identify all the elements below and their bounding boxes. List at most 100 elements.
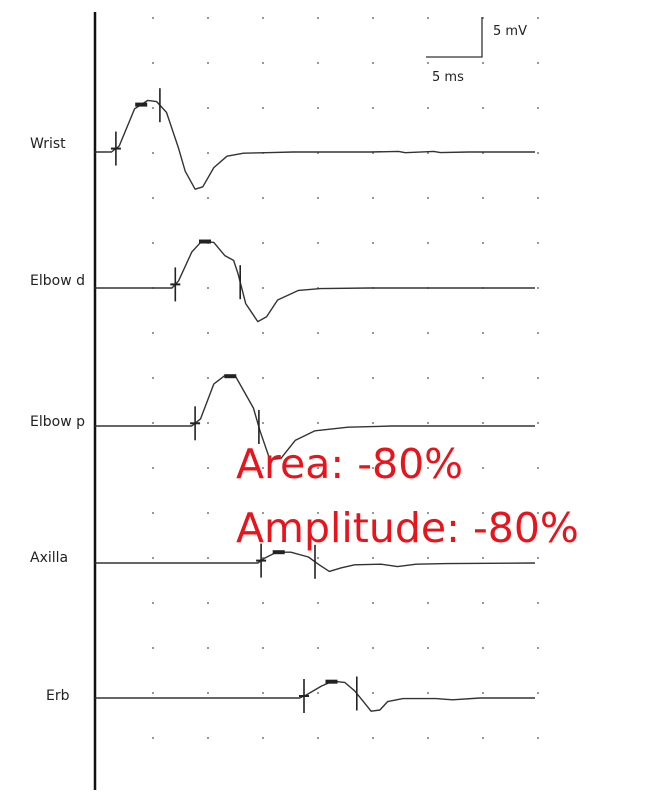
- grid-dot: [482, 557, 484, 559]
- grid-dot: [317, 377, 319, 379]
- grid-dot: [317, 197, 319, 199]
- grid-dot: [372, 557, 374, 559]
- grid-dot: [207, 377, 209, 379]
- grid-dot: [372, 422, 374, 424]
- grid-dot: [152, 557, 154, 559]
- grid-dot: [427, 62, 429, 64]
- grid-dot: [482, 107, 484, 109]
- grid-dot: [152, 422, 154, 424]
- grid-dot: [372, 467, 374, 469]
- grid-dot: [482, 737, 484, 739]
- grid-dot: [482, 467, 484, 469]
- grid-dot: [317, 737, 319, 739]
- trace-label-wrist: Wrist: [30, 136, 66, 152]
- grid-dot: [207, 737, 209, 739]
- grid-dot: [317, 242, 319, 244]
- grid-dot: [207, 17, 209, 19]
- grid-dot: [372, 17, 374, 19]
- grid-dot: [427, 17, 429, 19]
- grid-dot: [152, 197, 154, 199]
- grid-dot: [482, 197, 484, 199]
- trace-erb: [95, 680, 535, 712]
- grid-dot: [207, 332, 209, 334]
- grid-dot: [372, 62, 374, 64]
- grid-dot: [207, 467, 209, 469]
- grid-dot: [152, 332, 154, 334]
- grid-dot: [537, 422, 539, 424]
- grid-dot: [207, 692, 209, 694]
- grid-dot: [482, 377, 484, 379]
- grid-dot: [207, 197, 209, 199]
- grid-dot: [317, 107, 319, 109]
- trace-label-axilla: Axilla: [30, 550, 69, 566]
- grid-dot: [427, 467, 429, 469]
- grid-dot: [537, 17, 539, 19]
- grid-dot: [427, 512, 429, 514]
- grid-dot: [317, 467, 319, 469]
- grid-dot: [372, 602, 374, 604]
- grid-dot: [262, 287, 264, 289]
- trace-label-elbow-d: Elbow d: [30, 273, 85, 289]
- grid-dot: [537, 107, 539, 109]
- grid-dot: [537, 62, 539, 64]
- grid-dot: [152, 242, 154, 244]
- grid-dot: [482, 512, 484, 514]
- grid-dot: [207, 512, 209, 514]
- grid-dot: [207, 152, 209, 154]
- grid-dot: [317, 422, 319, 424]
- grid-dot: [482, 602, 484, 604]
- grid-dot: [427, 647, 429, 649]
- trace-wrist: [95, 99, 535, 190]
- grid-dot: [372, 737, 374, 739]
- grid-dot: [372, 647, 374, 649]
- grid-dot: [262, 692, 264, 694]
- grid-dot: [207, 107, 209, 109]
- grid-dot: [152, 512, 154, 514]
- grid-dot: [152, 62, 154, 64]
- grid-dot: [427, 332, 429, 334]
- grid-dot: [537, 692, 539, 694]
- grid-dot: [537, 647, 539, 649]
- grid-dot: [427, 737, 429, 739]
- grid-dot: [372, 332, 374, 334]
- grid-dot: [207, 557, 209, 559]
- grid-dot: [262, 377, 264, 379]
- grid-dot: [317, 557, 319, 559]
- grid-dot: [262, 107, 264, 109]
- grid-dot: [537, 332, 539, 334]
- grid-dot: [207, 422, 209, 424]
- grid-dot: [537, 242, 539, 244]
- grid-dot: [537, 287, 539, 289]
- grid-dot: [262, 602, 264, 604]
- grid-dot: [427, 242, 429, 244]
- grid-dot: [372, 377, 374, 379]
- grid-dot: [207, 647, 209, 649]
- grid-dot: [537, 152, 539, 154]
- grid-dot: [262, 332, 264, 334]
- grid-dot: [262, 467, 264, 469]
- grid-dot: [482, 422, 484, 424]
- grid-dot: [537, 557, 539, 559]
- trace-label-erb: Erb: [46, 688, 70, 704]
- grid-dot: [317, 512, 319, 514]
- grid-dot: [427, 422, 429, 424]
- grid-dot: [152, 377, 154, 379]
- grid-dot: [207, 287, 209, 289]
- scale-bar: [426, 17, 483, 58]
- grid-dot: [372, 197, 374, 199]
- grid-dot: [317, 62, 319, 64]
- grid-dot: [372, 242, 374, 244]
- grid-dot: [262, 197, 264, 199]
- grid-dot: [427, 197, 429, 199]
- grid-dot: [427, 377, 429, 379]
- grid-dot: [317, 647, 319, 649]
- grid-dot: [262, 737, 264, 739]
- grid-dot: [427, 152, 429, 154]
- grid-dot: [482, 242, 484, 244]
- amplitude-reduction-annotation: Amplitude: -80%: [236, 504, 579, 552]
- grid-dot: [427, 107, 429, 109]
- trace-label-elbow-p: Elbow p: [30, 414, 85, 430]
- grid-dot: [372, 692, 374, 694]
- grid-dot: [152, 17, 154, 19]
